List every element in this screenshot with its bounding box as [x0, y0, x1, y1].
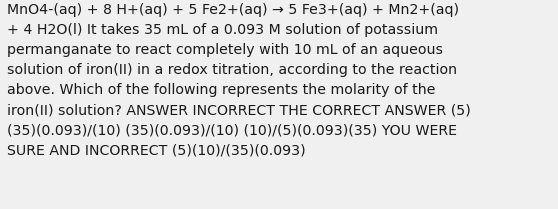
Text: MnO4-(aq) + 8 H+(aq) + 5 Fe2+(aq) → 5 Fe3+(aq) + Mn2+(aq)
+ 4 H2O(l) It takes 35: MnO4-(aq) + 8 H+(aq) + 5 Fe2+(aq) → 5 Fe…	[7, 3, 471, 158]
